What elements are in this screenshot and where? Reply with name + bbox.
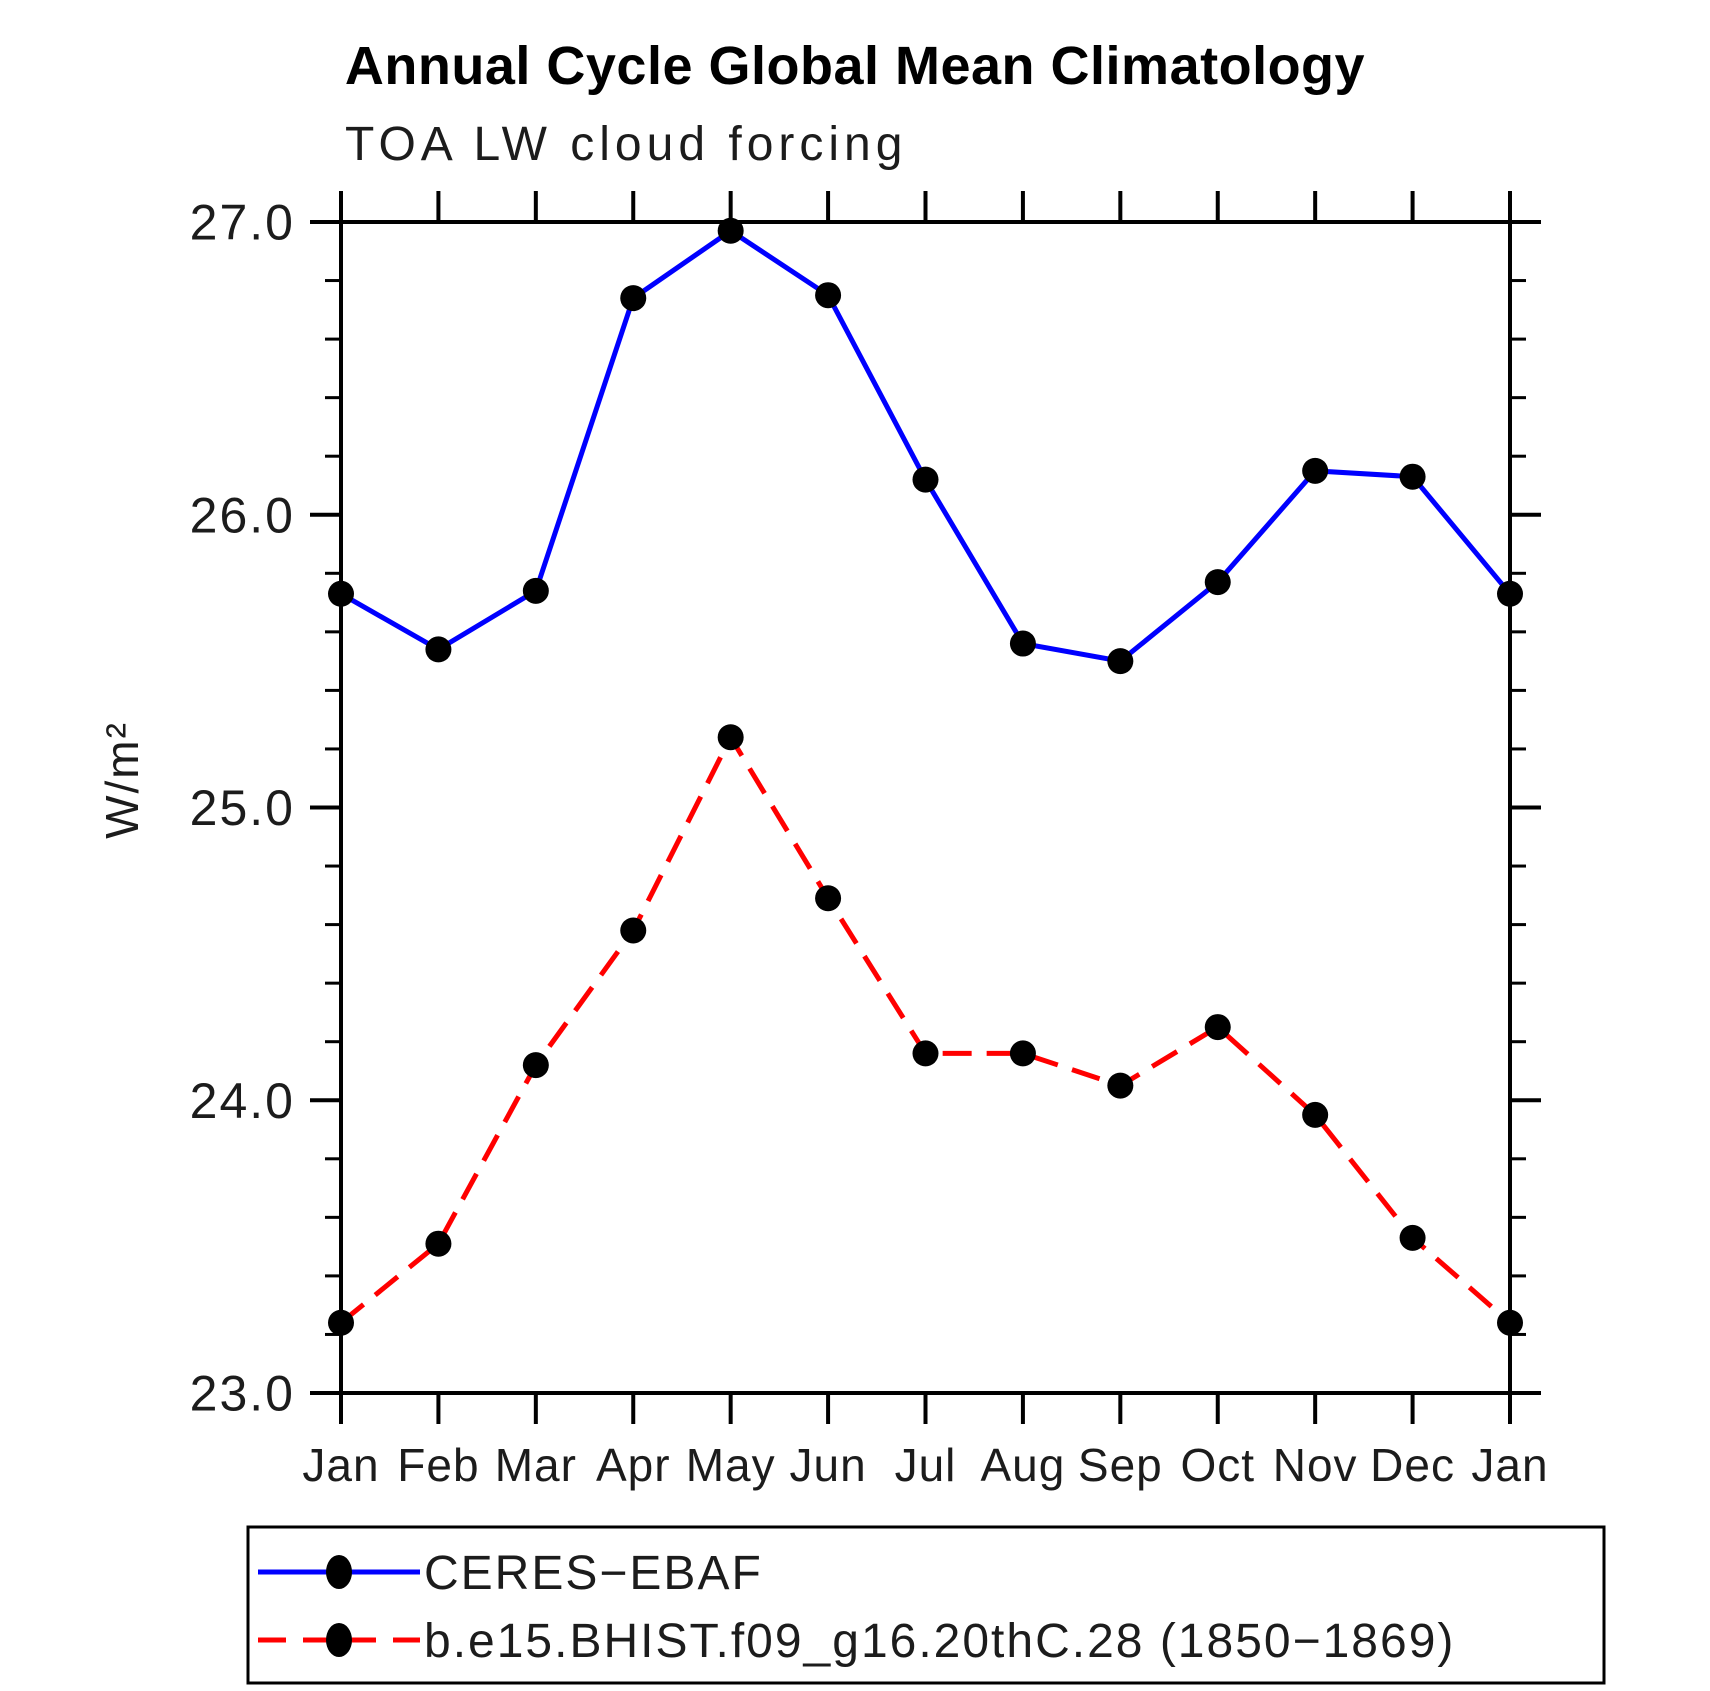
- data-point-marker: [328, 580, 354, 607]
- data-point-marker: [1009, 630, 1036, 657]
- chart-subtitle: TOA LW cloud forcing: [345, 118, 907, 171]
- y-tick-label: 24.0: [190, 1073, 295, 1129]
- x-tick-label: Jan: [302, 1439, 379, 1491]
- data-point-marker: [1302, 1101, 1329, 1128]
- data-point-marker: [1497, 580, 1523, 607]
- data-point-marker: [620, 285, 647, 312]
- x-tick-label: Oct: [1180, 1439, 1255, 1491]
- legend-marker: [326, 1623, 352, 1657]
- data-point-marker: [620, 917, 647, 944]
- x-tick-label: Dec: [1370, 1439, 1455, 1491]
- x-tick-label: Jul: [895, 1439, 957, 1491]
- chart-title: Annual Cycle Global Mean Climatology: [345, 36, 1365, 96]
- legend-label: CERES−EBAF: [424, 1547, 763, 1600]
- data-point-marker: [1204, 1014, 1231, 1041]
- data-point-marker: [815, 885, 842, 912]
- data-point-marker: [522, 1052, 549, 1079]
- data-point-marker: [717, 217, 744, 244]
- legend-box: [246, 1525, 1606, 1685]
- data-point-marker: [1009, 1040, 1036, 1067]
- series-line: [339, 227, 1512, 664]
- x-tick-label: Nov: [1273, 1439, 1358, 1491]
- legend-marker: [326, 1555, 352, 1589]
- x-tick-label: Jun: [789, 1439, 866, 1491]
- data-point-marker: [1399, 1224, 1426, 1251]
- data-point-marker: [815, 282, 842, 309]
- data-point-marker: [1497, 1309, 1523, 1336]
- y-axis-label: W/m²: [96, 721, 148, 839]
- data-point-marker: [1107, 1072, 1134, 1099]
- x-tick-label: May: [686, 1439, 776, 1491]
- data-point-marker: [425, 636, 452, 663]
- x-tick-label: Apr: [596, 1439, 671, 1491]
- plot-box: [339, 220, 1512, 1395]
- plot-area: 23.0 24.0 25.0 26.0 27.0 Jan Feb Mar Apr May Jun Ju…: [190, 191, 1548, 1491]
- x-tick-label: Jan: [1471, 1439, 1548, 1491]
- legend: CERES−EBAF b.e15.BHIST.f09_g16.20thC.28 (…: [246, 1525, 1606, 1685]
- data-point-marker: [1204, 569, 1231, 596]
- x-tick-label: Aug: [980, 1439, 1065, 1491]
- data-point-marker: [717, 724, 744, 751]
- y-tick-label: 26.0: [190, 487, 295, 543]
- y-tick-label: 25.0: [190, 780, 295, 836]
- data-point-marker: [912, 1040, 939, 1067]
- data-point-marker: [425, 1230, 452, 1257]
- data-point-marker: [912, 466, 939, 493]
- data-point-marker: [522, 577, 549, 604]
- y-tick-label: 23.0: [190, 1366, 295, 1422]
- data-point-marker: [1302, 457, 1329, 484]
- data-point-marker: [1399, 463, 1426, 490]
- x-tick-label: Feb: [397, 1439, 479, 1491]
- x-tick-label: Sep: [1078, 1439, 1163, 1491]
- data-point-marker: [1107, 648, 1134, 675]
- legend-label: b.e15.BHIST.f09_g16.20thC.28 (1850−1869): [424, 1615, 1455, 1668]
- x-tick-label: Mar: [495, 1439, 577, 1491]
- series-line: [339, 732, 1512, 1325]
- data-point-marker: [328, 1309, 354, 1336]
- y-tick-label: 27.0: [190, 195, 295, 251]
